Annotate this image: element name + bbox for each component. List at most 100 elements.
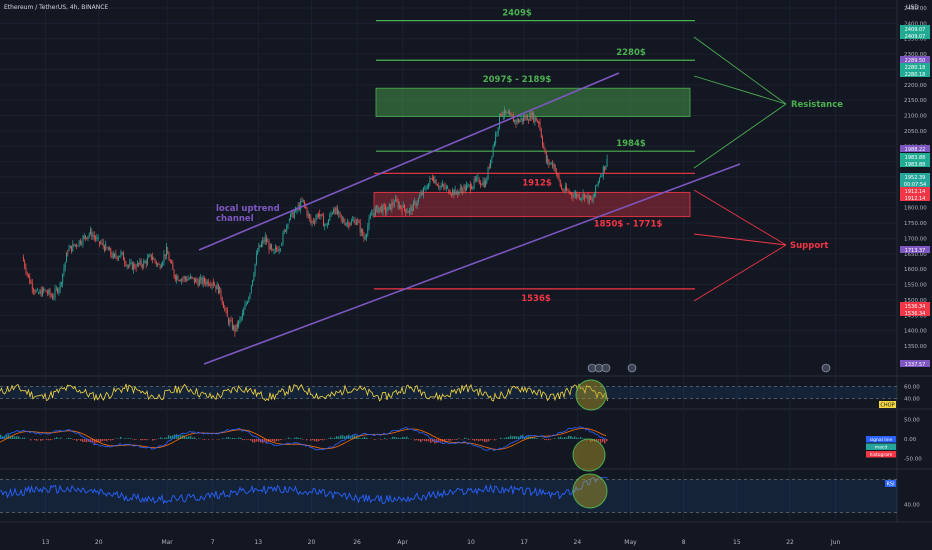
candle-body [168,254,170,261]
candle-body [138,263,140,265]
time-tick-label: 20 [308,539,316,546]
candle-body [364,237,366,239]
candle-body [320,214,322,217]
macd-histogram-bar [548,439,550,441]
candle-body [58,289,60,293]
macd-histogram-bar [14,436,16,439]
macd-histogram-bar [142,439,144,441]
price-tick-label: 2100.00 [904,114,927,120]
candle-body [314,221,316,223]
macd-histogram-bar [16,436,18,439]
macd-histogram-bar [66,438,68,439]
rsi-pane[interactable]: 40.00 RSI [0,473,920,513]
macd-histogram-bar [428,439,430,442]
candle-body [38,292,40,294]
macd-histogram-bar [298,437,300,439]
macd-histogram-bar [152,439,154,441]
macd-histogram-bar [198,438,200,439]
candle-body [150,254,152,260]
candle-body [469,184,471,191]
candle-body [206,280,208,285]
candle-body [311,220,313,224]
candle-body [198,279,200,286]
candle-body [402,204,404,208]
candle-body [252,280,254,286]
channel-upper-line [198,72,620,251]
chop-pane[interactable]: 60.00 40.00 CHOP [0,379,920,411]
macd-histogram-bar [204,439,206,440]
price-axis[interactable]: 2450.002400.002350.002300.002250.002200.… [900,6,930,368]
candle-body [409,209,411,213]
support-arrow [693,189,787,246]
candle-body [109,248,110,251]
candle-body [248,297,250,302]
candle-body [93,235,95,238]
candle-body [392,202,394,205]
candle-body [271,244,273,249]
macd-histogram-bar [464,437,466,439]
macd-histogram-bar [398,437,400,439]
candle-body [144,261,146,264]
candle-body [202,277,204,284]
candle-body [453,189,455,196]
candle-body [188,278,190,280]
candle-body [449,193,451,195]
candle-body [507,112,509,114]
candle-body [354,219,356,225]
candle-body [212,281,214,286]
candle-body [126,265,128,267]
candle-body [424,187,426,188]
macd-histogram-bar [598,439,600,442]
candle-body [506,112,508,114]
candle-body [472,186,474,190]
macd-histogram-bar [526,436,528,439]
candle-body [599,178,600,182]
resistance-arrow [693,36,787,105]
candle-body [339,211,341,215]
macd-histogram-bar [294,437,296,439]
macd-histogram-bar [576,437,578,439]
time-tick-label: 7 [211,539,215,546]
macd-histogram-bar [344,436,346,439]
candle-body [433,177,435,183]
candle-body [53,296,55,298]
macd-histogram-bar [486,439,488,442]
macd-histogram-bar [476,439,478,441]
candle-body [492,146,494,157]
macd-histogram-bar [558,437,560,439]
macd-histogram-bar [50,439,52,441]
candle-body [302,199,304,202]
candle-body [133,264,135,270]
highlight-circle [572,438,606,472]
candle-body [585,195,587,197]
candle-body [554,164,556,172]
zone-label: 1850$ - 1771$ [594,220,663,230]
time-tick-label: Jun [830,539,841,546]
macd-histogram-bar [438,439,440,443]
candle-body [561,185,562,190]
macd-histogram-bar [352,435,354,439]
macd-histogram-bar [34,439,36,441]
candle-body [220,290,222,298]
macd-histogram-bar [550,439,552,440]
macd-histogram-bar [312,439,314,441]
candle-body [386,211,388,213]
macd-histogram-bar [358,437,360,439]
macd-histogram-bar [500,437,502,439]
candle-body [152,256,154,260]
level-label: 1912$ [522,178,552,188]
candle-body [458,190,460,194]
candle-body [526,115,528,121]
level-label: 1984$ [616,139,646,149]
candle-body [443,184,445,187]
macd-histogram-bar [120,436,122,439]
price-zone [373,191,691,218]
macd-legend-tag [866,436,896,443]
candle-body [426,188,428,190]
time-axis[interactable]: 13 20 Mar 7 13 20 26 Apr 10 17 24 May 8 15 22 Jun [42,539,841,546]
level-label: 2280$ [616,48,646,58]
candle-body [296,209,298,211]
